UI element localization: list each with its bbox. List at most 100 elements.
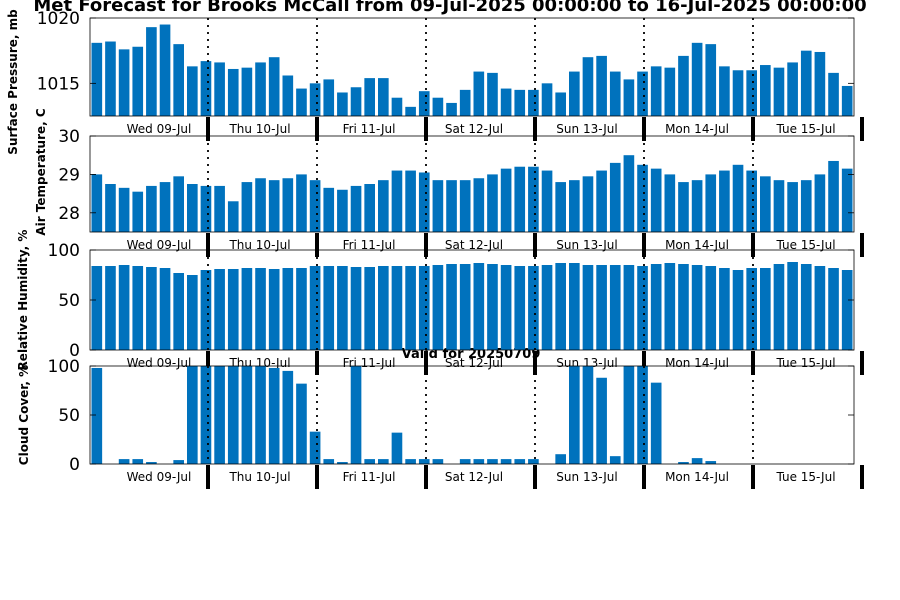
humidity-bar bbox=[309, 266, 321, 350]
humidity-bar bbox=[569, 263, 580, 350]
temperature-bar bbox=[364, 184, 375, 232]
temperature-bar bbox=[582, 176, 594, 232]
cloud-cover-bar bbox=[296, 383, 307, 464]
humidity-bar bbox=[173, 273, 184, 350]
pressure-bar bbox=[391, 97, 403, 116]
humidity-bar bbox=[391, 266, 403, 350]
cloud-cover-bar bbox=[637, 366, 648, 464]
temperature-day-label: Fri 11-Jul bbox=[343, 238, 396, 252]
temperature-bar bbox=[814, 174, 826, 232]
humidity-bar bbox=[418, 266, 430, 350]
pressure-bar bbox=[268, 57, 280, 116]
cloud-cover-bar bbox=[528, 459, 539, 464]
pressure-axes-box bbox=[89, 17, 855, 117]
pressure-bar bbox=[691, 42, 703, 116]
cloud-cover-bar bbox=[91, 367, 103, 464]
humidity-bar bbox=[691, 265, 703, 350]
humidity-bar bbox=[582, 265, 594, 350]
humidity-day-label: Sat 12-Jul bbox=[445, 356, 503, 370]
cloud-cover-bar bbox=[350, 366, 362, 464]
cloud-cover-bar bbox=[623, 366, 635, 464]
cloud-cover-bar bbox=[500, 459, 512, 464]
temperature-bar bbox=[487, 174, 498, 232]
pressure-bar bbox=[159, 24, 171, 117]
cloud-cover-ytick-label: 100 bbox=[48, 357, 80, 377]
temperature-bar bbox=[268, 180, 280, 232]
pressure-bar bbox=[227, 68, 239, 116]
temperature-bar bbox=[773, 180, 785, 232]
humidity-bar bbox=[118, 265, 130, 350]
humidity-bar bbox=[814, 266, 826, 350]
cloud-cover-day-label: Tue 15-Jul bbox=[775, 470, 835, 484]
cloud-cover-bar bbox=[323, 459, 335, 464]
temperature-bar bbox=[187, 184, 198, 232]
pressure-bar bbox=[514, 89, 526, 116]
humidity-bar bbox=[282, 268, 294, 350]
humidity-bar bbox=[528, 266, 539, 350]
temperature-bar bbox=[350, 185, 362, 232]
temperature-bar bbox=[391, 170, 403, 232]
pressure-ytick-label: 1020 bbox=[37, 9, 80, 29]
temperature-bar bbox=[787, 182, 798, 232]
pressure-day-label: Sat 12-Jul bbox=[445, 122, 503, 136]
cloud-cover-day-label: Fri 11-Jul bbox=[343, 470, 396, 484]
temperature-bar bbox=[746, 170, 757, 232]
pressure-bar bbox=[841, 85, 853, 116]
humidity-bar bbox=[473, 263, 485, 350]
humidity-bar bbox=[105, 266, 116, 350]
pressure-bar bbox=[773, 67, 785, 116]
pressure-bar bbox=[678, 55, 689, 116]
cloud-cover-day-label: Sun 13-Jul bbox=[556, 470, 617, 484]
temperature-axes-box bbox=[89, 135, 855, 233]
pressure-bar bbox=[91, 42, 103, 116]
temperature-bar bbox=[255, 178, 266, 232]
pressure-bar bbox=[760, 65, 771, 116]
humidity-bar bbox=[364, 267, 375, 350]
temperature-bar bbox=[650, 168, 662, 232]
pressure-bar bbox=[732, 70, 744, 116]
humidity-bar bbox=[828, 268, 839, 350]
humidity-bar bbox=[337, 266, 348, 350]
humidity-bar bbox=[91, 266, 103, 350]
cloud-cover-bar bbox=[418, 459, 430, 464]
cloud-cover-bar bbox=[405, 459, 416, 464]
temperature-bar bbox=[214, 185, 225, 232]
cloud-cover-bar bbox=[146, 462, 157, 464]
temperature-ytick-label: 28 bbox=[58, 204, 80, 224]
temperature-bar bbox=[800, 180, 812, 232]
humidity-bar bbox=[841, 270, 853, 350]
pressure-bar bbox=[814, 51, 826, 116]
pressure-bar bbox=[282, 75, 294, 116]
temperature-day-label: Sun 13-Jul bbox=[556, 238, 617, 252]
humidity-bar bbox=[719, 268, 730, 350]
humidity-ylabel: Relative Humidity, % bbox=[16, 230, 30, 371]
pressure-bar bbox=[309, 83, 321, 116]
cloud-cover-bar bbox=[596, 377, 607, 464]
humidity-bar bbox=[609, 265, 621, 350]
temperature-bar bbox=[159, 182, 171, 232]
humidity-bar bbox=[255, 268, 266, 350]
temperature-bar bbox=[173, 176, 184, 232]
humidity-bar bbox=[146, 267, 157, 350]
cloud-cover-ylabel: Cloud Cover, % bbox=[17, 365, 31, 465]
cloud-cover-bar bbox=[487, 459, 498, 464]
temperature-bar bbox=[705, 174, 717, 232]
pressure-ytick-label: 1015 bbox=[37, 74, 80, 94]
cloud-cover-bar bbox=[705, 461, 717, 464]
temperature-bar bbox=[609, 162, 621, 232]
temperature-bar bbox=[473, 178, 485, 232]
cloud-cover-day-label: Thu 10-Jul bbox=[228, 470, 290, 484]
temperature-bar bbox=[623, 155, 635, 232]
pressure-day-label: Sun 13-Jul bbox=[556, 122, 617, 136]
temperature-bar bbox=[528, 166, 539, 232]
cloud-cover-bar bbox=[200, 366, 212, 464]
cloud-cover-bar bbox=[187, 366, 198, 464]
temperature-bar bbox=[91, 174, 103, 232]
humidity-bar bbox=[650, 264, 662, 350]
cloud-cover-bar bbox=[691, 458, 703, 464]
pressure-bar bbox=[528, 89, 539, 116]
humidity-bar bbox=[555, 263, 566, 350]
cloud-cover-day-label: Sat 12-Jul bbox=[445, 470, 503, 484]
pressure-bar bbox=[487, 72, 498, 116]
cloud-cover-bar bbox=[255, 366, 266, 464]
